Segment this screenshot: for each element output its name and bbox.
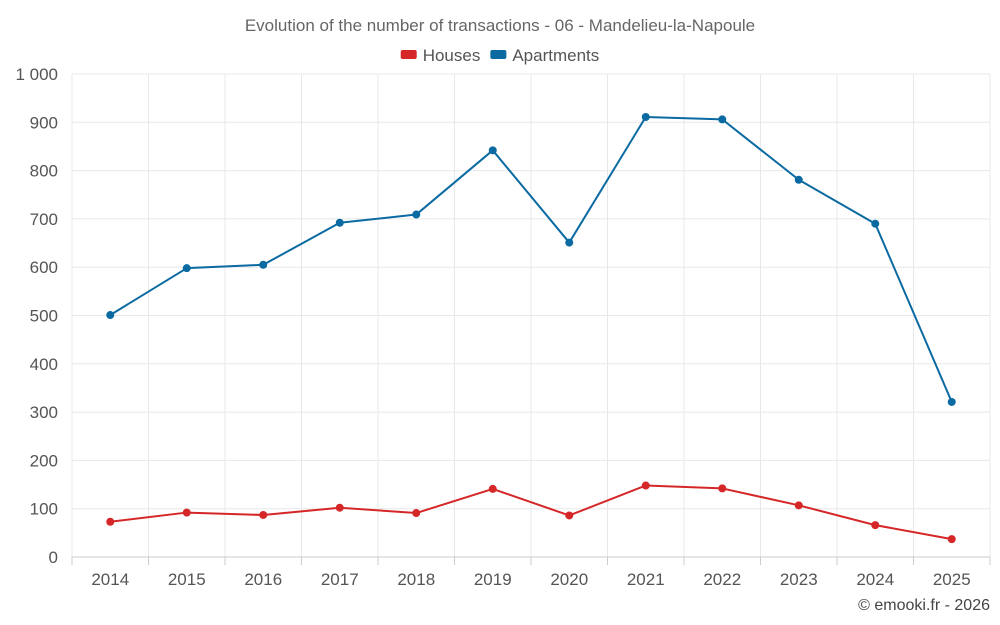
data-point-apartments[interactable] [335,218,344,227]
x-tick-label: 2015 [168,570,206,589]
x-tick-label: 2018 [397,570,435,589]
y-tick-label: 700 [30,210,58,229]
legend[interactable]: Houses Apartments [400,46,600,65]
x-tick-label: 2023 [780,570,818,589]
series-line-apartments [109,115,953,403]
legend-swatch-apartments [490,50,507,59]
legend-item-houses[interactable]: Houses [400,46,481,65]
x-tick-label: 2020 [550,570,588,589]
y-tick-label: 500 [30,307,58,326]
data-point-apartments[interactable] [488,146,497,155]
x-tick-label: 2017 [321,570,359,589]
data-point-apartments[interactable] [794,175,803,184]
y-tick-label: 1 000 [15,65,58,84]
data-point-apartments[interactable] [565,238,574,247]
legend-item-apartments[interactable]: Apartments [490,46,599,65]
legend-swatch-houses [400,50,417,59]
x-tick-label: 2021 [627,570,665,589]
data-point-houses[interactable] [488,484,497,493]
data-point-apartments[interactable] [871,219,880,228]
gridlines [71,73,991,558]
y-tick-label: 400 [30,355,58,374]
y-tick-label: 100 [30,500,58,519]
y-tick-label: 200 [30,451,58,470]
data-point-houses[interactable] [182,508,191,517]
series-group [106,112,956,544]
data-point-houses[interactable] [871,521,880,530]
x-tick-label: 2022 [703,570,741,589]
x-tick-label: 2016 [244,570,282,589]
data-point-apartments[interactable] [641,112,650,121]
x-tick-label: 2019 [474,570,512,589]
y-tick-label: 800 [30,162,58,181]
data-point-houses[interactable] [794,501,803,510]
chart-title: Evolution of the number of transactions … [245,16,755,35]
data-point-apartments[interactable] [412,210,421,219]
data-point-houses[interactable] [641,481,650,490]
y-axis: 0 100 200 300 400 500 600 700 800 900 1 000 [15,65,58,567]
data-point-houses[interactable] [106,517,115,526]
data-point-houses[interactable] [718,484,727,493]
data-point-apartments[interactable] [182,264,191,273]
data-point-apartments[interactable] [718,115,727,124]
y-tick-label: 0 [49,548,58,567]
data-point-houses[interactable] [259,510,268,519]
y-tick-label: 600 [30,258,58,277]
data-point-houses[interactable] [947,535,956,544]
data-point-apartments[interactable] [947,397,956,406]
legend-label-houses: Houses [423,46,481,65]
data-point-apartments[interactable] [106,311,115,320]
x-tick-label: 2014 [91,570,129,589]
data-point-apartments[interactable] [259,260,268,269]
x-tick-label: 2025 [933,570,971,589]
data-point-houses[interactable] [565,511,574,520]
credit-text: © emooki.fr - 2026 [858,597,990,614]
y-tick-label: 300 [30,403,58,422]
data-point-houses[interactable] [412,509,421,518]
data-point-houses[interactable] [335,503,344,512]
series-line-houses [110,484,952,541]
y-tick-label: 900 [30,113,58,132]
x-axis: 2014 2015 2016 2017 2018 2019 2020 2021 2022 2023… [71,556,991,589]
legend-label-apartments: Apartments [512,46,599,65]
x-tick-label: 2024 [856,570,894,589]
